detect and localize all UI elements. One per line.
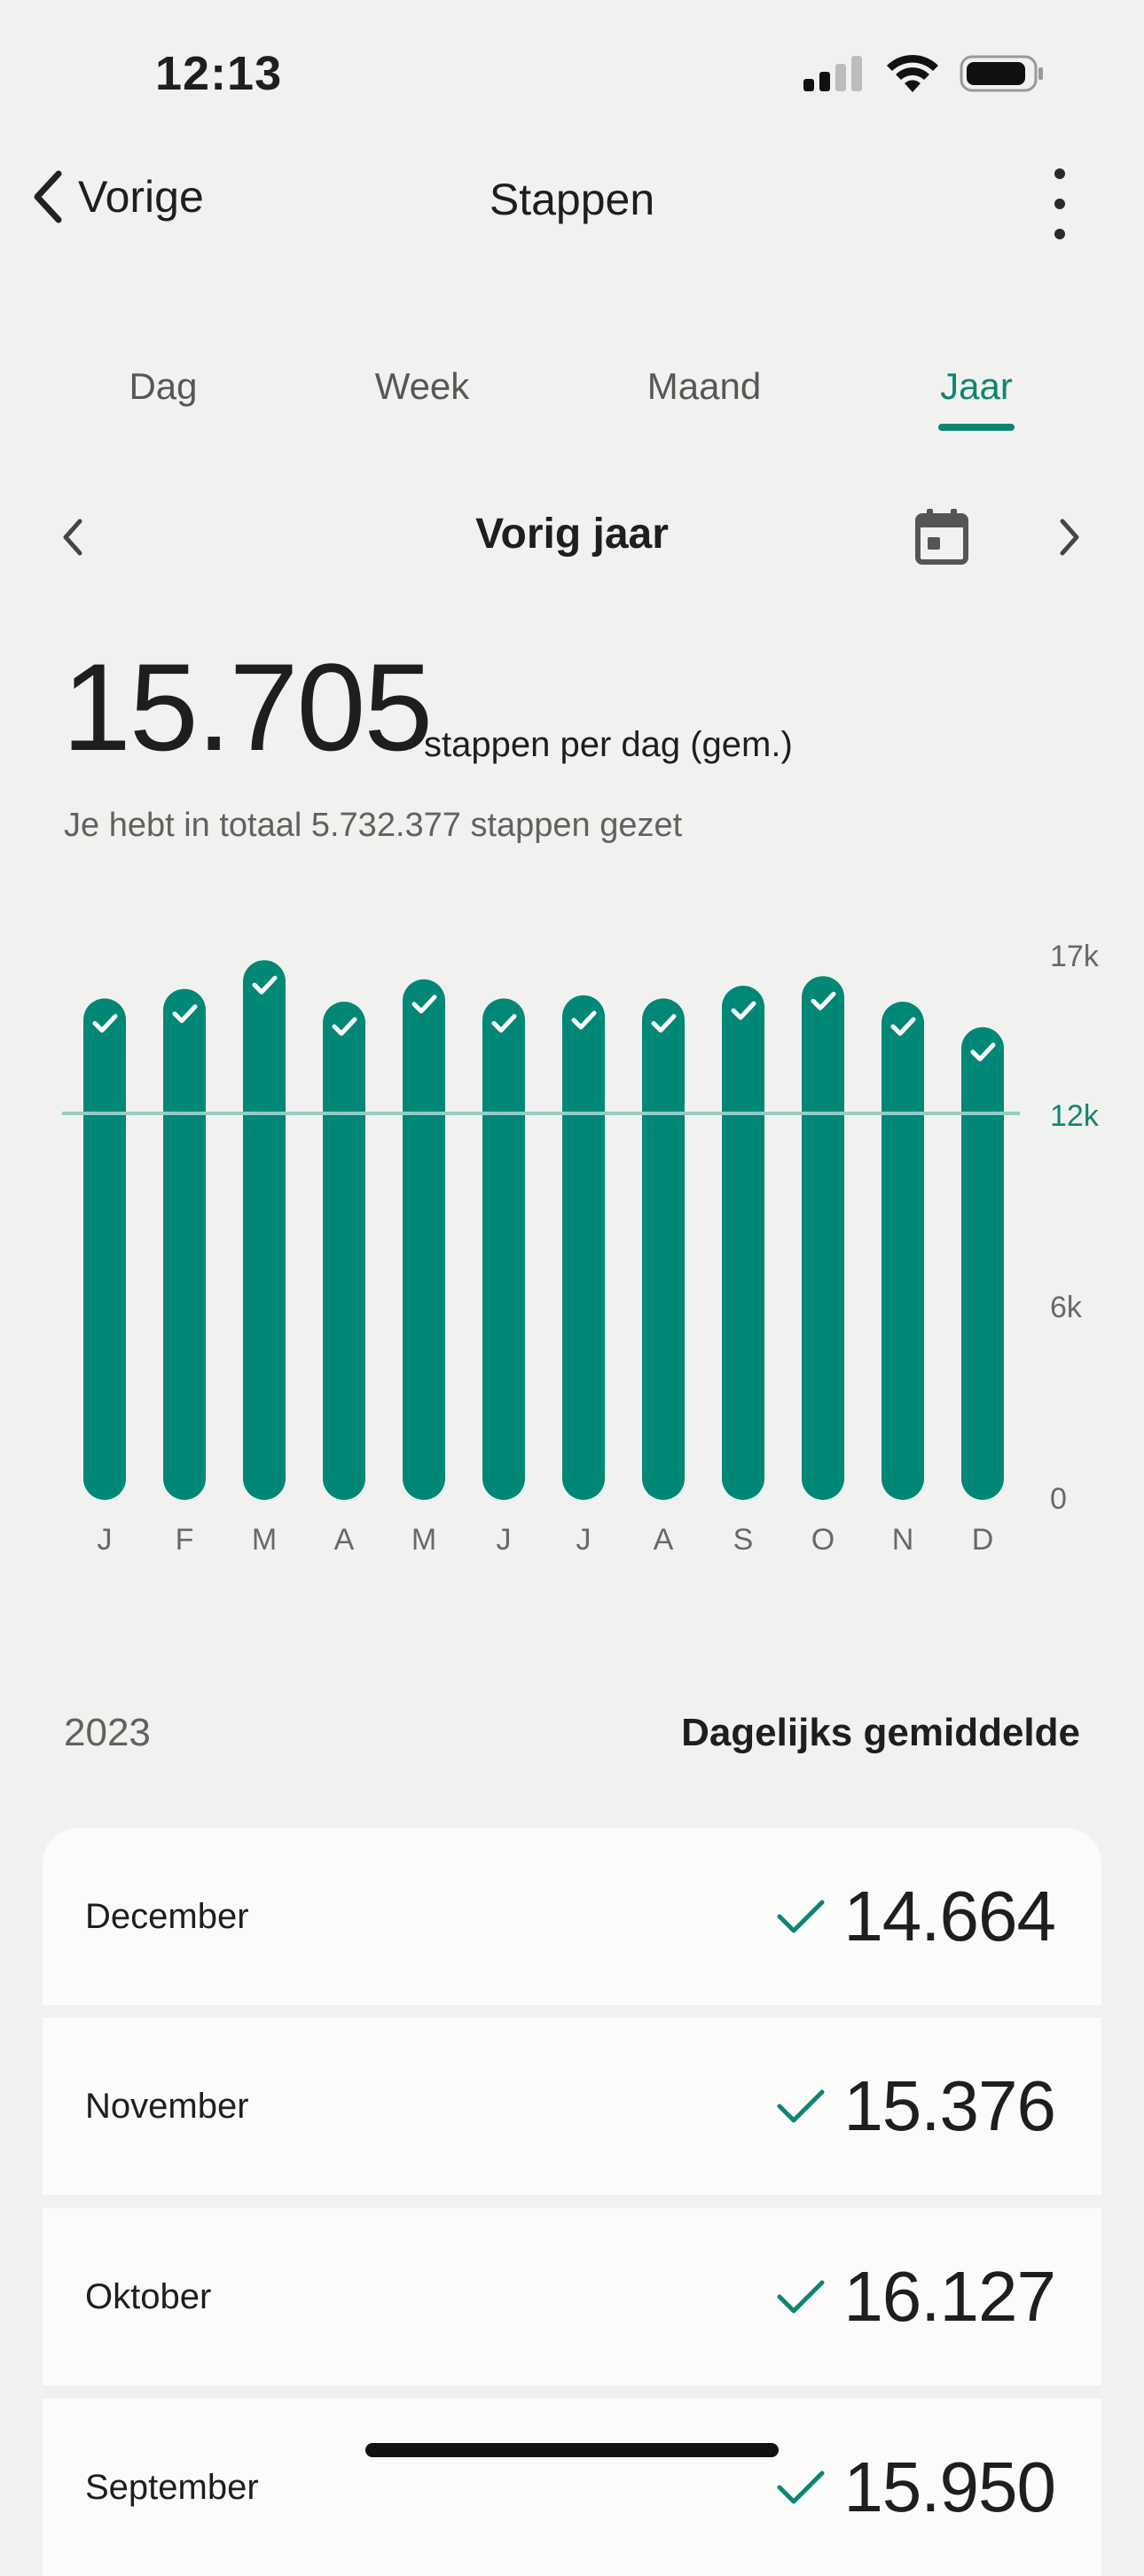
chart-bar bbox=[83, 998, 126, 1500]
chart-bar bbox=[961, 1026, 1004, 1500]
total-steps-text: Je hebt in totaal 5.732.377 stappen geze… bbox=[64, 807, 683, 844]
chart-bar bbox=[802, 976, 844, 1500]
check-icon bbox=[777, 2280, 825, 2314]
x-tick-label: A bbox=[334, 1523, 355, 1557]
previous-period-button[interactable] bbox=[57, 514, 89, 565]
x-tick-label: M bbox=[411, 1523, 436, 1557]
check-icon bbox=[777, 2471, 825, 2504]
list-item-value: 15.376 bbox=[843, 2066, 1056, 2145]
chart-bar bbox=[163, 988, 206, 1500]
y-tick-label: 17k bbox=[1050, 940, 1100, 973]
chart-bar bbox=[642, 998, 685, 1500]
goal-check-icon bbox=[252, 975, 278, 995]
tab-week[interactable]: Week bbox=[374, 365, 470, 407]
back-label: Vorige bbox=[78, 172, 204, 222]
wifi-icon bbox=[887, 54, 938, 92]
more-vertical-icon bbox=[1054, 168, 1065, 179]
y-tick-label: 0 bbox=[1050, 1482, 1067, 1516]
chevron-left-icon bbox=[63, 519, 82, 556]
next-period-button[interactable] bbox=[1054, 514, 1085, 565]
list-item-month: Oktober bbox=[85, 2276, 212, 2316]
check-icon bbox=[777, 1900, 825, 1933]
back-button[interactable]: Vorige bbox=[30, 168, 204, 225]
list-year-label: 2023 bbox=[64, 1711, 151, 1754]
chart-bar bbox=[482, 998, 525, 1500]
check-icon bbox=[777, 2089, 825, 2123]
list-item-month: September bbox=[85, 2467, 259, 2507]
average-steps-value: 15.705 bbox=[62, 637, 433, 777]
goal-check-icon bbox=[811, 991, 836, 1011]
chart-bar bbox=[403, 979, 445, 1500]
list-item-september[interactable]: September 15.950 bbox=[43, 2399, 1101, 2576]
x-tick-label: J bbox=[98, 1523, 113, 1557]
x-tick-label: N bbox=[892, 1523, 914, 1557]
active-tab-indicator bbox=[938, 424, 1015, 431]
x-tick-label: F bbox=[176, 1523, 194, 1557]
more-options-button[interactable] bbox=[1038, 168, 1082, 239]
period-label: Vorig jaar bbox=[475, 511, 669, 558]
cellular-signal-icon bbox=[803, 56, 862, 91]
x-tick-label: J bbox=[497, 1523, 512, 1557]
list-header: Dagelijks gemiddelde bbox=[681, 1711, 1080, 1754]
goal-check-icon bbox=[970, 1042, 996, 1062]
goal-check-icon bbox=[332, 1017, 357, 1036]
average-steps-unit: stappen per dag (gem.) bbox=[424, 725, 793, 764]
status-icons bbox=[802, 53, 1045, 94]
tab-jaar[interactable]: Jaar bbox=[940, 365, 1013, 407]
list-item-oktober[interactable]: Oktober 16.127 bbox=[43, 2208, 1101, 2385]
chart-bar bbox=[323, 1002, 365, 1500]
list-item-november[interactable]: November 15.376 bbox=[43, 2018, 1101, 2195]
goal-check-icon bbox=[651, 1013, 677, 1033]
x-tick-label: M bbox=[252, 1523, 277, 1557]
list-item-month: December bbox=[85, 1896, 249, 1936]
tab-maand[interactable]: Maand bbox=[646, 365, 762, 407]
goal-check-icon bbox=[92, 1013, 118, 1033]
x-tick-label: O bbox=[811, 1523, 834, 1557]
goal-check-icon bbox=[890, 1017, 916, 1036]
chevron-right-icon bbox=[1060, 519, 1079, 556]
list-item-december[interactable]: December 14.664 bbox=[43, 1828, 1101, 2005]
page-title: Stappen bbox=[489, 175, 655, 224]
goal-check-icon bbox=[411, 995, 437, 1014]
battery-icon bbox=[960, 55, 1043, 92]
chart-bar bbox=[722, 986, 764, 1500]
chart-bar bbox=[562, 995, 605, 1500]
chevron-left-icon bbox=[34, 170, 62, 223]
goal-check-icon bbox=[731, 1001, 756, 1020]
chart-bar bbox=[882, 1002, 924, 1500]
home-indicator bbox=[365, 2443, 779, 2457]
list-item-value: 15.950 bbox=[843, 2447, 1056, 2526]
x-tick-label: A bbox=[654, 1523, 674, 1557]
chart-bar bbox=[243, 960, 286, 1500]
x-tick-label: S bbox=[733, 1523, 754, 1557]
list-item-month: November bbox=[85, 2086, 249, 2126]
goal-check-icon bbox=[172, 1004, 198, 1024]
steps-bar-chart: J F M A M J J A S O N D 0 6k 12k 17k bbox=[62, 940, 1100, 1557]
status-time: 12:13 bbox=[155, 47, 283, 100]
calendar-button[interactable] bbox=[913, 507, 970, 570]
goal-check-icon bbox=[571, 1011, 597, 1030]
calendar-icon bbox=[915, 509, 968, 565]
y-tick-label: 6k bbox=[1050, 1291, 1083, 1324]
x-tick-label: D bbox=[972, 1523, 994, 1557]
goal-check-icon bbox=[491, 1013, 517, 1033]
list-item-value: 16.127 bbox=[843, 2257, 1056, 2336]
x-tick-label: J bbox=[576, 1523, 592, 1557]
tab-dag[interactable]: Dag bbox=[129, 365, 198, 407]
list-item-value: 14.664 bbox=[843, 1877, 1056, 1955]
y-tick-label: 12k bbox=[1050, 1099, 1100, 1133]
